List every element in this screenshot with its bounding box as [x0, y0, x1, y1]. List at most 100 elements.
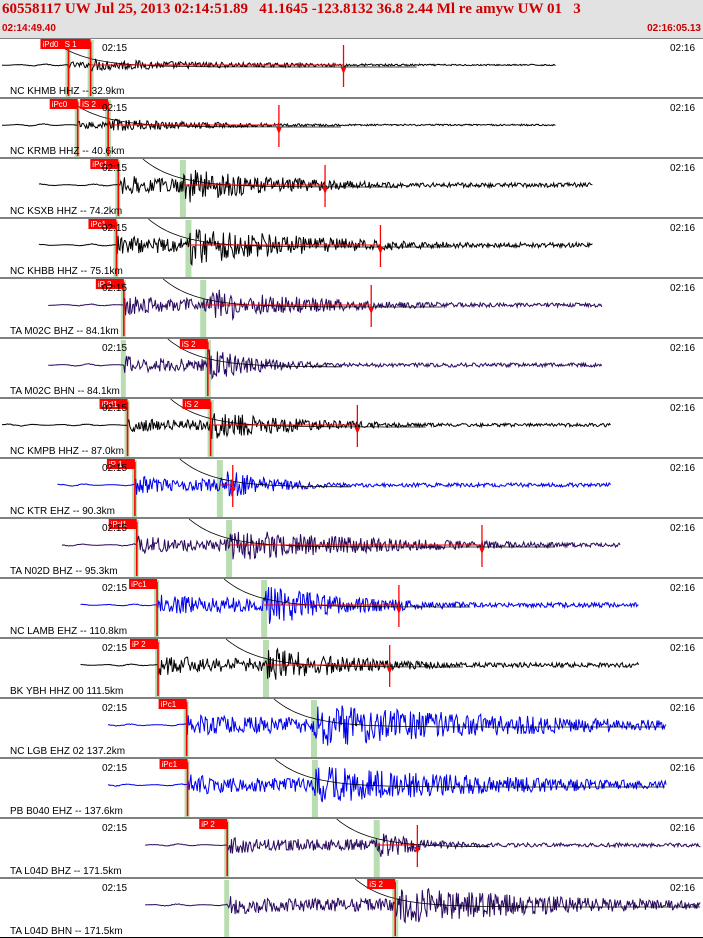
tick-label-right: 02:16 — [670, 703, 695, 714]
trace-panel: iPc1 02:15 02:16 NC LGB EHZ 02 137.2km — [0, 697, 703, 757]
p-window — [120, 340, 126, 397]
tick-label-left: 02:15 — [102, 283, 127, 294]
station-label: TA L04D BHN -- 171.5km — [10, 926, 123, 937]
s-pick-label: iS 2 — [185, 400, 199, 409]
station-label: TA N02D BHZ -- 95.3km — [10, 566, 118, 577]
station-label: NC KRMB HHZ -- 40.6km — [10, 146, 124, 157]
coda-curve — [170, 398, 426, 428]
tick-label-left: 02:15 — [102, 403, 127, 414]
trace-panel: iP 202:15 02:16 TA M02C BHZ -- 84.1km — [0, 277, 703, 337]
station-label: NC KHBB HHZ -- 75.1km — [10, 266, 123, 277]
station-label: TA M02C BHZ -- 84.1km — [10, 326, 119, 337]
coda-end-arrow — [478, 547, 485, 554]
waveform — [57, 471, 612, 497]
chart-header: 60558117 UW Jul 25, 2013 02:14:51.89 41.… — [0, 0, 703, 38]
waveform — [145, 887, 701, 924]
p-pick-flag — [129, 639, 158, 649]
p-pick-flag — [199, 819, 228, 829]
station-label: NC KMPB HHZ -- 87.0km — [10, 446, 124, 457]
trace-panel: iS 2 02:15 02:16 TA L04D BHN -- 171.5km — [0, 877, 703, 937]
coda-curve — [179, 458, 351, 488]
coda-end-arrow — [340, 67, 347, 74]
tick-label-right: 02:16 — [670, 823, 695, 834]
p-pick-label: iPd0 — [42, 40, 59, 49]
s-window — [262, 640, 269, 697]
waveform — [61, 531, 621, 560]
coda-end-arrow — [386, 667, 393, 674]
window-start-time: 02:14:49.40 — [2, 23, 56, 34]
s-window — [226, 520, 233, 577]
station-label: NC KTR EHZ -- 90.3km — [10, 506, 115, 517]
coda-end-arrow — [229, 487, 236, 494]
p-pick-flag — [99, 399, 128, 409]
coda-end-arrow — [275, 127, 282, 134]
s-window — [200, 280, 207, 337]
s-pick-label: S 1 — [65, 40, 78, 49]
p-pick-label: iPc1 — [161, 700, 177, 709]
coda-curve — [225, 638, 463, 668]
tick-label-left: 02:15 — [102, 583, 127, 594]
coda-curve — [148, 218, 452, 248]
coda-end-arrow — [354, 427, 361, 434]
waveform — [1, 413, 611, 439]
waveform — [38, 169, 593, 203]
trace-panel: iPc0 iS 2 02:15 02:16 NC KRMB HHZ -- 40.6km — [0, 97, 703, 157]
s-pick-flag — [182, 399, 211, 409]
coda-curve — [67, 98, 342, 128]
tick-label-left: 02:15 — [102, 43, 127, 54]
waveform — [48, 289, 603, 321]
p-pick-flag — [95, 279, 124, 289]
p-pick-flag — [108, 519, 137, 529]
station-label: NC KSXB HHZ -- 74.2km — [10, 206, 122, 217]
trace-panel: iPc1 02:15 02:16 NC LAMB EHZ -- 110.8km — [0, 577, 703, 637]
tick-label-right: 02:16 — [670, 223, 695, 234]
p-pick-flag — [40, 39, 69, 49]
tick-label-right: 02:16 — [670, 583, 695, 594]
tick-label-right: 02:16 — [670, 763, 695, 774]
coda-curve — [336, 818, 490, 848]
tick-label-left: 02:15 — [102, 343, 127, 354]
waveform — [107, 705, 667, 746]
tick-label-right: 02:16 — [670, 463, 695, 474]
station-label: NC KHMB HHZ -- 32.9km — [10, 86, 124, 97]
tick-label-left: 02:15 — [102, 703, 127, 714]
trace-panel: iPd1 iS 2 02:15 02:16 NC KMPB HHZ -- 87.0km — [0, 397, 703, 457]
tick-label-right: 02:16 — [670, 283, 695, 294]
station-label: TA M02C BHN -- 84.1km — [10, 386, 120, 397]
tick-label-right: 02:16 — [670, 343, 695, 354]
tick-label-right: 02:16 — [670, 43, 695, 54]
coda-curve — [274, 758, 665, 788]
p-pick-flag — [90, 159, 119, 169]
tick-label-left: 02:15 — [102, 463, 127, 474]
coda-end-arrow — [414, 847, 421, 854]
s-pick-flag — [179, 339, 208, 349]
p-pick-flag — [158, 699, 187, 709]
s-window — [185, 220, 192, 277]
coda-curve — [188, 518, 556, 548]
p-pick-flag — [159, 759, 188, 769]
p-pick-label: iPd1 — [111, 520, 128, 529]
waveform — [38, 228, 593, 267]
station-label: TA L04D BHZ -- 171.5km — [10, 866, 122, 877]
s-pick-label: iS 2 — [369, 880, 383, 889]
s-pick-flag — [62, 39, 91, 49]
tick-label-right: 02:16 — [670, 883, 695, 894]
p-pick-label: iPc1 — [162, 760, 178, 769]
tick-label-left: 02:15 — [102, 103, 127, 114]
trace-panel: iPc1 02:15 02:16 PB B040 EHZ -- 137.6km — [0, 757, 703, 817]
waveform — [1, 58, 556, 72]
s-pick-label: iS 2 — [182, 340, 196, 349]
coda-curve — [273, 698, 664, 728]
window-end-time: 02:16:05.13 — [647, 23, 701, 34]
p-pick-flag — [49, 99, 78, 109]
coda-curve — [223, 578, 471, 608]
p-pick-label: iP 2 — [201, 820, 215, 829]
tick-label-left: 02:15 — [102, 883, 127, 894]
tick-label-left: 02:15 — [102, 223, 127, 234]
coda-curve — [50, 38, 417, 68]
waveform — [48, 348, 603, 381]
trace-panel: iPd0 S 1 02:15 02:16 NC KHMB HHZ -- 32.9km — [0, 38, 703, 97]
